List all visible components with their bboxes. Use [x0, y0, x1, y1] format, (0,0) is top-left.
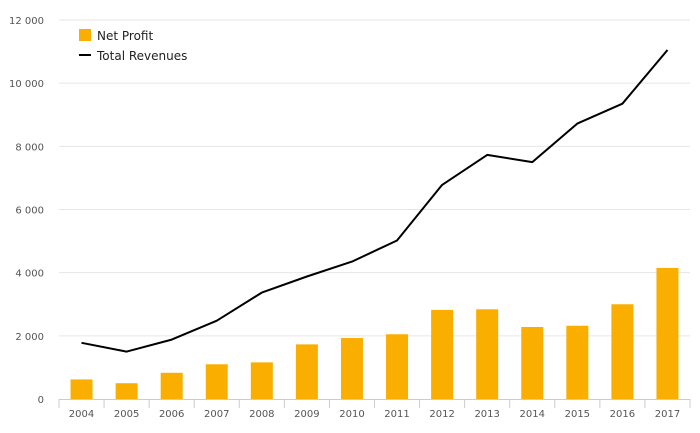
legend-label-net-profit: Net Profit — [97, 29, 153, 43]
legend-label-total-revenues: Total Revenues — [96, 49, 187, 63]
x-tick-label: 2010 — [339, 409, 364, 420]
x-tick-label: 2016 — [610, 409, 635, 420]
net-profit-bars — [70, 267, 679, 399]
x-tick-label: 2017 — [655, 409, 680, 420]
bar-net-profit-2017 — [656, 267, 679, 399]
legend-swatch-net-profit — [79, 29, 91, 41]
bar-net-profit-2012 — [431, 309, 454, 399]
bar-net-profit-2004 — [70, 379, 93, 399]
bar-net-profit-2016 — [611, 304, 634, 399]
bar-net-profit-2011 — [386, 334, 409, 399]
y-tick-label: 0 — [38, 395, 44, 406]
x-tick-label: 2004 — [69, 409, 94, 420]
x-tick-label: 2008 — [249, 409, 274, 420]
legend: Net Profit Total Revenues — [79, 29, 187, 63]
x-tick-label: 2013 — [474, 409, 499, 420]
x-axis-ticks: 2004 2005 2006 2007 2008 2009 2010 2011 2012 2013… — [69, 409, 680, 420]
y-tick-label: 2 000 — [15, 332, 44, 343]
bar-net-profit-2007 — [205, 364, 228, 399]
grid-lines — [59, 19, 690, 337]
x-tick-label: 2012 — [429, 409, 454, 420]
x-tick-label: 2005 — [114, 409, 139, 420]
x-tick-label: 2006 — [159, 409, 184, 420]
y-tick-label: 4 000 — [15, 269, 44, 280]
y-tick-label: 12 000 — [9, 16, 44, 27]
bar-net-profit-2009 — [295, 344, 318, 399]
y-tick-label: 10 000 — [9, 79, 44, 90]
bar-net-profit-2015 — [566, 325, 589, 399]
x-tick-label: 2015 — [565, 409, 590, 420]
bar-net-profit-2008 — [250, 362, 273, 399]
y-tick-label: 6 000 — [15, 206, 44, 217]
revenue-line — [81, 49, 669, 353]
bar-net-profit-2006 — [160, 372, 183, 399]
x-tick-label: 2011 — [384, 409, 409, 420]
line-total-revenues — [81, 49, 669, 353]
x-tick-label: 2007 — [204, 409, 229, 420]
x-tick-label: 2009 — [294, 409, 319, 420]
y-axis-ticks: 0 2 000 4 000 6 000 8 000 10 000 12 000 — [9, 16, 44, 406]
bar-net-profit-2014 — [521, 326, 544, 399]
x-tick-label: 2014 — [520, 409, 545, 420]
bar-net-profit-2010 — [340, 338, 363, 399]
bar-net-profit-2013 — [476, 309, 499, 399]
y-tick-label: 8 000 — [15, 142, 44, 153]
bar-net-profit-2005 — [115, 383, 138, 399]
x-axis — [58, 399, 691, 408]
